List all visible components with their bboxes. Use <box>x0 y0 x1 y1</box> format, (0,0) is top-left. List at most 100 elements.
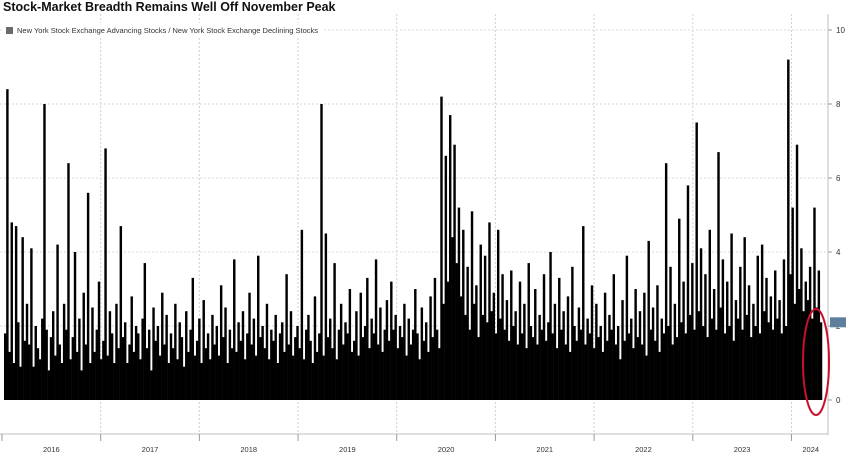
y-tick-label: 8 <box>836 100 841 109</box>
bar <box>684 333 688 400</box>
bar <box>154 340 157 400</box>
bar <box>241 311 245 400</box>
bar <box>318 333 321 400</box>
bar <box>558 277 561 400</box>
bar <box>640 344 644 400</box>
bar <box>643 292 646 400</box>
bar <box>688 314 692 400</box>
bar <box>248 292 251 400</box>
x-tick-label: 2020 <box>438 445 455 454</box>
bar <box>56 244 59 400</box>
x-tick-label: 2017 <box>142 445 159 454</box>
bar <box>455 263 458 400</box>
bar <box>67 163 70 400</box>
bar <box>739 266 742 400</box>
bar <box>180 337 184 400</box>
bar <box>427 351 430 400</box>
bar <box>73 252 77 400</box>
bar <box>97 281 101 400</box>
bar <box>776 318 779 400</box>
bar <box>38 359 42 400</box>
bar <box>468 329 472 400</box>
x-tick-label: 2021 <box>536 445 553 454</box>
bar <box>156 326 160 400</box>
bar <box>235 351 238 400</box>
bar <box>793 303 797 400</box>
bar <box>479 244 482 400</box>
bar <box>577 307 581 400</box>
bar <box>54 355 57 400</box>
bar <box>99 359 103 400</box>
bar <box>416 333 419 400</box>
bar <box>431 337 434 400</box>
bar <box>623 340 626 400</box>
bar <box>128 344 131 400</box>
bar <box>361 337 365 400</box>
bar <box>422 340 426 400</box>
bar <box>14 226 18 400</box>
x-tick-label: 2018 <box>240 445 257 454</box>
bar <box>6 89 9 400</box>
bar <box>106 355 109 400</box>
bar <box>488 222 491 400</box>
bar <box>472 303 476 400</box>
bar <box>355 311 358 400</box>
bar <box>512 326 515 400</box>
bar <box>403 303 406 400</box>
bar <box>769 296 773 400</box>
bar <box>152 307 155 400</box>
bar <box>560 329 563 400</box>
bar <box>289 311 293 400</box>
bar <box>137 333 140 400</box>
bar <box>110 333 114 400</box>
bar <box>582 226 585 400</box>
bar <box>612 274 616 400</box>
bar <box>108 311 112 400</box>
bar <box>132 351 136 400</box>
bar <box>462 229 465 400</box>
bar <box>660 318 664 400</box>
bar <box>278 333 282 400</box>
bar <box>405 355 408 400</box>
bar <box>815 307 818 400</box>
bar <box>143 263 147 400</box>
bar <box>562 311 565 400</box>
bar <box>540 329 544 400</box>
bar <box>252 318 256 400</box>
bar <box>536 344 539 400</box>
bar <box>529 326 533 400</box>
bar <box>257 255 260 400</box>
bar <box>496 229 500 400</box>
bar <box>649 329 653 400</box>
bar <box>139 359 142 400</box>
bar <box>756 255 759 400</box>
bar <box>525 348 528 400</box>
y-tick-label: 0 <box>836 396 841 405</box>
bar <box>331 348 334 400</box>
bar <box>47 370 51 400</box>
bar <box>632 348 635 400</box>
bar <box>719 307 722 400</box>
bar <box>25 303 29 400</box>
bar <box>58 344 61 400</box>
bar <box>817 270 821 400</box>
bar <box>505 300 509 400</box>
bar <box>771 329 775 400</box>
bar <box>237 322 240 400</box>
bar <box>200 363 203 400</box>
bar <box>130 296 133 400</box>
bar <box>104 148 107 400</box>
bar <box>320 104 323 400</box>
bar <box>254 355 258 400</box>
bar <box>475 285 478 400</box>
bar <box>523 303 526 400</box>
bar <box>350 351 354 400</box>
bar <box>767 322 770 400</box>
bar <box>636 337 640 400</box>
y-tick-label: 4 <box>836 248 841 257</box>
bar <box>575 340 578 400</box>
bar <box>507 340 511 400</box>
bar <box>187 351 190 400</box>
bar <box>243 359 247 400</box>
bar <box>778 300 781 400</box>
